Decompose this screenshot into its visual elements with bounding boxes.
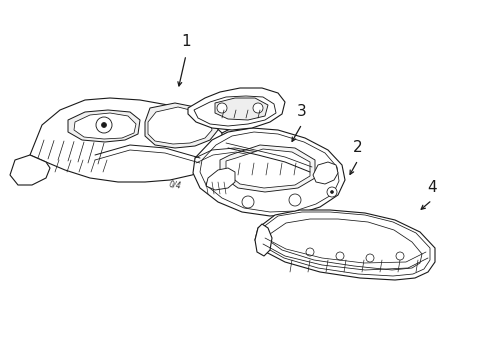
Text: 2: 2	[352, 140, 362, 156]
Polygon shape	[215, 98, 267, 120]
Polygon shape	[254, 210, 434, 280]
Circle shape	[330, 190, 333, 194]
Circle shape	[102, 122, 106, 127]
Polygon shape	[200, 132, 338, 212]
Circle shape	[335, 252, 343, 260]
Polygon shape	[220, 145, 314, 192]
Polygon shape	[10, 155, 50, 185]
Text: 3: 3	[297, 104, 306, 120]
Text: 4: 4	[427, 180, 436, 195]
Circle shape	[288, 194, 301, 206]
Polygon shape	[74, 113, 136, 139]
Polygon shape	[193, 128, 345, 216]
Polygon shape	[148, 107, 212, 144]
Polygon shape	[222, 128, 242, 158]
Polygon shape	[254, 224, 271, 256]
Circle shape	[242, 196, 253, 208]
Circle shape	[96, 117, 112, 133]
Polygon shape	[205, 168, 235, 190]
Text: 0/4: 0/4	[168, 180, 182, 190]
Circle shape	[252, 103, 263, 113]
Text: 1: 1	[181, 35, 190, 49]
Circle shape	[326, 187, 336, 197]
Polygon shape	[267, 219, 421, 270]
Polygon shape	[30, 98, 227, 182]
Circle shape	[305, 248, 313, 256]
Polygon shape	[187, 88, 285, 130]
Circle shape	[365, 254, 373, 262]
Polygon shape	[194, 96, 275, 126]
Circle shape	[395, 252, 403, 260]
Polygon shape	[68, 110, 140, 142]
Polygon shape	[225, 149, 309, 188]
Polygon shape	[258, 212, 429, 276]
Polygon shape	[312, 162, 337, 184]
Polygon shape	[145, 103, 218, 148]
Circle shape	[217, 103, 226, 113]
